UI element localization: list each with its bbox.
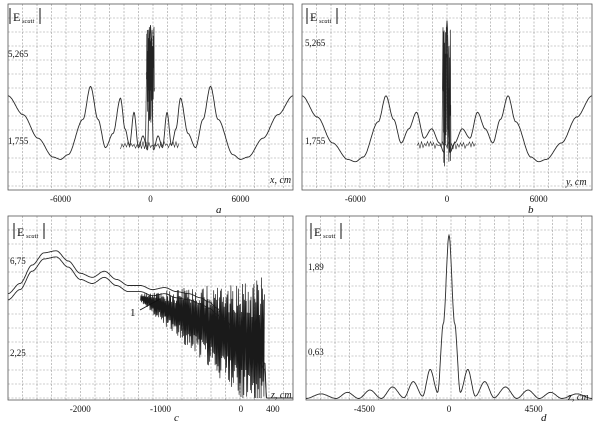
- y-tick-label: 2,25: [10, 348, 26, 358]
- plot-frame: [7, 215, 294, 401]
- panel-c: 1 E scatt 6,75 2,25 -2000 -1000 0 400 z, cm c: [7, 215, 294, 424]
- x-tick-label: -4500: [354, 404, 375, 414]
- panel-label: a: [216, 204, 222, 216]
- ylabel-sub: scatt: [319, 18, 331, 25]
- ripple: [120, 140, 180, 150]
- series-line-d-0: [306, 233, 592, 399]
- oscillation-band-a: [120, 26, 180, 150]
- dense-oscillation: [140, 277, 265, 399]
- x-tick-label: -2000: [70, 404, 91, 414]
- plot-frame: [305, 215, 593, 401]
- y-tick-label: 1,755: [8, 136, 29, 146]
- x-tick-label: 0: [148, 194, 153, 204]
- y-tick-label: 1,89: [308, 262, 324, 272]
- oscillation-band-c: [140, 277, 265, 399]
- x-tick-label: 0: [445, 194, 450, 204]
- ylabel-main: E: [13, 10, 20, 24]
- xlabel: y, cm: [565, 177, 587, 188]
- xlabel: x, cm: [269, 175, 291, 186]
- plot-frame: [301, 3, 593, 191]
- y-tick-label: 5,265: [305, 38, 326, 48]
- ylabel-sub: scatt: [26, 233, 38, 240]
- series-line-a-0: [7, 25, 294, 160]
- series-line-b-0: [301, 20, 593, 163]
- grid-a: [8, 4, 293, 190]
- central-burst: [145, 26, 155, 146]
- x-tick-label: 0: [239, 404, 244, 414]
- x-tick-label: 4500: [525, 404, 544, 414]
- x-tick-label: 0: [447, 404, 452, 414]
- annotation-pointer: [139, 298, 161, 311]
- x-tick-label: -1000: [150, 404, 171, 414]
- oscillation-band-b: [416, 27, 476, 167]
- x-tick-label: 6000: [232, 194, 251, 204]
- y-tick-label: 5,265: [8, 49, 29, 59]
- x-tick-label: 6000: [530, 194, 549, 204]
- ylabel-sub: scatt: [22, 18, 34, 25]
- ylabel-sub: scatt: [323, 233, 335, 240]
- plot-frame: [7, 3, 294, 191]
- xlabel: z, cm: [567, 392, 589, 403]
- y-tick-label: 0,63: [308, 347, 324, 357]
- grid-d: [306, 216, 592, 400]
- xlabel: z, cm: [270, 390, 292, 401]
- ylabel-main: E: [17, 225, 24, 239]
- ylabel-main: E: [314, 225, 321, 239]
- x-tick-label: -6000: [345, 194, 366, 204]
- panel-label: d: [541, 412, 547, 424]
- ylabel-main: E: [310, 10, 317, 24]
- y-tick-label: 6,75: [10, 256, 26, 266]
- y-tick-label: 1,755: [305, 136, 326, 146]
- x-tick-label: 400: [266, 404, 280, 414]
- grid-c: [8, 216, 293, 400]
- panel-label: c: [174, 412, 179, 424]
- x-tick-label: -6000: [50, 194, 71, 204]
- central-burst: [441, 27, 452, 167]
- panel-label: b: [528, 204, 534, 216]
- annotation-label: 1: [130, 307, 136, 319]
- ripple: [416, 140, 476, 150]
